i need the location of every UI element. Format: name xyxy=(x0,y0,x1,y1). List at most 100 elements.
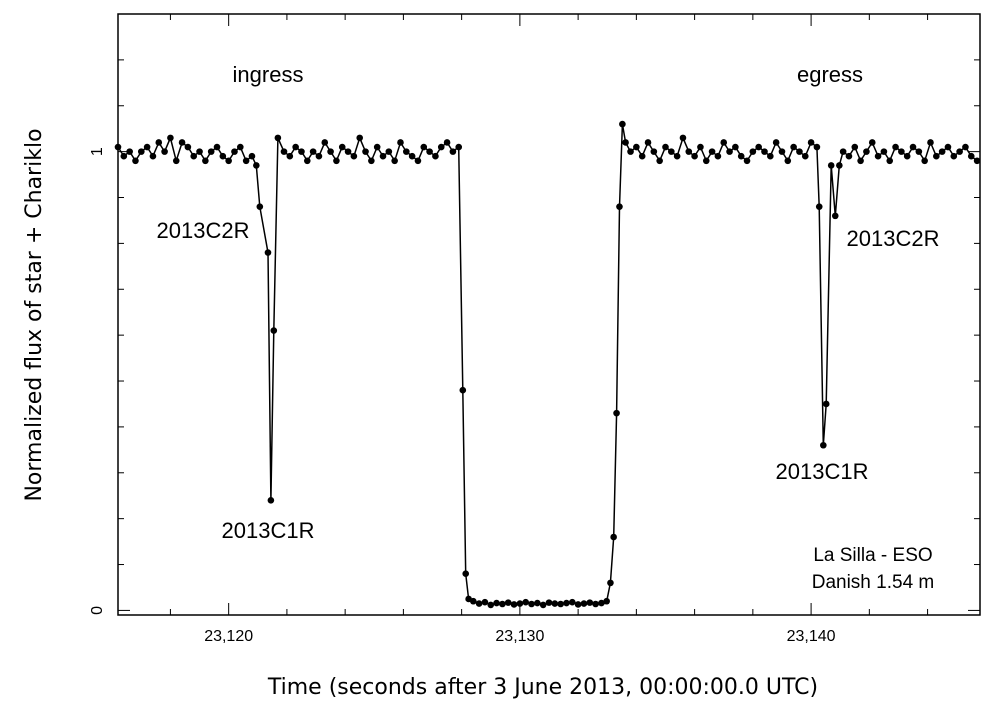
annotation: 2013C1R xyxy=(222,518,315,543)
data-point xyxy=(755,143,762,151)
data-point xyxy=(219,152,227,160)
data-point xyxy=(449,148,457,155)
x-axis-label: Time (seconds after 3 June 2013, 00:00:0… xyxy=(267,675,818,700)
data-point xyxy=(149,152,157,160)
data-point xyxy=(264,249,272,256)
data-point xyxy=(790,143,797,151)
data-point xyxy=(921,157,928,165)
data-point xyxy=(132,157,139,165)
data-point xyxy=(586,599,594,606)
data-point xyxy=(822,400,830,408)
data-point xyxy=(827,162,835,169)
data-point xyxy=(167,134,174,142)
data-point xyxy=(196,148,203,155)
data-point xyxy=(743,157,751,165)
data-point xyxy=(459,386,467,394)
data-point xyxy=(950,152,958,160)
data-point xyxy=(967,152,975,160)
y-tick-label: 0 xyxy=(89,606,106,615)
data-point xyxy=(270,327,278,334)
data-point xyxy=(408,152,416,160)
data-point xyxy=(516,600,524,607)
data-point xyxy=(114,143,122,151)
x-tick-label: 23,130 xyxy=(495,628,544,645)
data-point xyxy=(815,203,823,210)
data-point xyxy=(956,148,963,155)
data-point xyxy=(231,148,238,155)
data-point xyxy=(679,134,687,142)
data-point xyxy=(568,598,576,606)
data-point xyxy=(616,203,623,210)
data-point xyxy=(155,139,163,146)
data-point xyxy=(915,148,923,155)
data-point xyxy=(714,152,722,160)
data-point xyxy=(580,600,588,607)
data-point xyxy=(309,148,317,155)
data-point xyxy=(619,120,626,128)
data-point xyxy=(327,148,334,155)
data-point xyxy=(338,143,346,151)
data-point xyxy=(267,497,275,504)
data-point xyxy=(551,600,559,607)
data-point xyxy=(574,601,582,608)
data-point xyxy=(886,157,894,165)
data-point xyxy=(420,143,428,151)
data-point xyxy=(178,139,186,146)
data-point xyxy=(644,139,652,146)
annotation: Danish 1.54 m xyxy=(812,572,935,593)
data-point xyxy=(385,148,393,155)
data-point xyxy=(737,152,745,160)
annotation: 2013C2R xyxy=(847,226,940,251)
data-point xyxy=(668,148,675,155)
data-point xyxy=(368,157,375,165)
data-point xyxy=(545,599,553,606)
data-point xyxy=(475,600,483,607)
data-point xyxy=(391,157,398,165)
data-point xyxy=(161,148,168,155)
data-point xyxy=(528,600,535,608)
data-point xyxy=(610,533,617,541)
data-point xyxy=(656,157,663,165)
data-point xyxy=(892,143,899,151)
data-point xyxy=(903,152,911,160)
data-point xyxy=(292,143,299,151)
plot-frame xyxy=(117,13,981,616)
data-point xyxy=(137,148,145,155)
data-point xyxy=(839,148,847,155)
data-point xyxy=(708,148,716,155)
y-tick-label: 1 xyxy=(89,147,106,156)
data-point xyxy=(437,143,445,151)
data-point xyxy=(207,148,215,155)
data-point xyxy=(356,134,364,142)
data-point xyxy=(143,143,151,151)
data-point xyxy=(831,212,839,220)
data-point xyxy=(772,139,780,146)
data-point xyxy=(539,601,547,609)
data-point xyxy=(373,143,381,151)
annotation: egress xyxy=(797,62,863,87)
data-point xyxy=(927,139,934,146)
annotation: 2013C1R xyxy=(776,459,869,484)
data-point xyxy=(443,139,451,146)
data-point xyxy=(414,157,422,165)
data-point xyxy=(126,148,133,155)
data-point xyxy=(303,157,311,165)
data-point xyxy=(397,139,404,146)
data-point xyxy=(868,139,876,146)
data-point xyxy=(213,143,221,151)
data-point xyxy=(120,152,128,160)
data-point xyxy=(622,139,629,146)
data-point xyxy=(379,152,387,160)
data-point xyxy=(944,143,952,151)
data-point xyxy=(938,148,946,155)
data-point xyxy=(190,152,198,160)
data-point xyxy=(487,601,495,609)
x-tick-label: 23,140 xyxy=(787,628,836,645)
data-point xyxy=(598,599,605,607)
data-point xyxy=(863,148,870,155)
data-point xyxy=(321,139,329,146)
data-point xyxy=(761,148,768,155)
data-point xyxy=(256,203,264,210)
